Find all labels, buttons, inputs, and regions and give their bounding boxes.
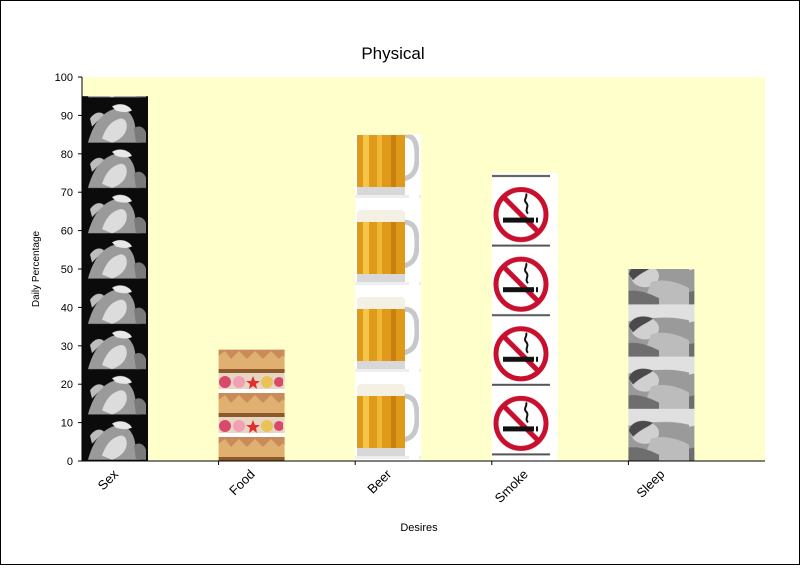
x-tick-label-sleep: Sleep: [633, 467, 667, 501]
x-tick-label-sex: Sex: [95, 466, 122, 493]
x-axis-label: Desires: [400, 522, 438, 534]
bar-smoke: [491, 173, 558, 461]
x-tick-label-food: Food: [226, 467, 258, 499]
y-axis-label: Daily Percentage: [31, 230, 42, 307]
y-tick-label-70: 70: [61, 187, 73, 199]
y-tick-label-0: 0: [67, 456, 73, 468]
y-tick-label-50: 50: [61, 264, 73, 276]
bar-food: [218, 349, 285, 461]
bar-sleep: [628, 269, 695, 461]
y-tick-label-20: 20: [61, 379, 73, 391]
y-tick-label-60: 60: [61, 226, 73, 238]
y-tick-label-40: 40: [61, 302, 73, 314]
bar-beer: [355, 134, 422, 461]
y-tick-label-90: 90: [61, 110, 73, 122]
y-tick-label-100: 100: [55, 72, 73, 84]
bar-sex: [82, 96, 148, 461]
x-tick-label-smoke: Smoke: [492, 467, 531, 506]
x-tick-label-beer: Beer: [364, 466, 394, 496]
y-tick-label-30: 30: [61, 341, 73, 353]
chart-title: Physical: [361, 44, 424, 63]
y-tick-label-80: 80: [61, 149, 73, 161]
y-tick-label-10: 10: [61, 418, 73, 430]
